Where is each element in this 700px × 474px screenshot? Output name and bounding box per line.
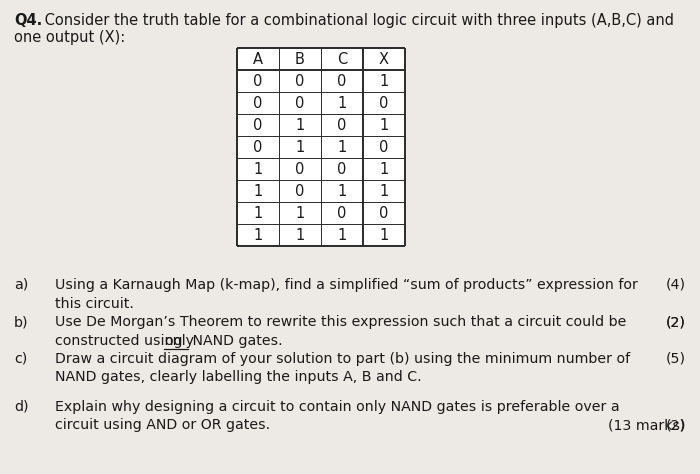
Text: Consider the truth table for a combinational logic circuit with three inputs (A,: Consider the truth table for a combinati… xyxy=(40,13,674,28)
Text: a): a) xyxy=(14,278,28,292)
Text: B: B xyxy=(295,52,305,66)
Text: b): b) xyxy=(14,315,29,329)
Text: 1: 1 xyxy=(253,206,262,220)
Text: 1: 1 xyxy=(337,183,346,199)
Text: 0: 0 xyxy=(295,183,304,199)
Text: 1: 1 xyxy=(379,73,389,89)
Text: 0: 0 xyxy=(295,73,304,89)
Text: circuit using AND or OR gates.: circuit using AND or OR gates. xyxy=(55,419,270,432)
Text: 0: 0 xyxy=(337,206,346,220)
Text: 1: 1 xyxy=(379,118,389,133)
Text: Using a Karnaugh Map (k-map), find a simplified “sum of products” expression for: Using a Karnaugh Map (k-map), find a sim… xyxy=(55,278,638,292)
Text: 0: 0 xyxy=(337,162,346,176)
Text: 0: 0 xyxy=(379,139,389,155)
Text: (2): (2) xyxy=(666,419,686,432)
Text: c): c) xyxy=(14,352,27,366)
Text: 0: 0 xyxy=(253,118,262,133)
Text: 1: 1 xyxy=(379,228,389,243)
Text: only: only xyxy=(164,334,194,347)
Bar xyxy=(237,48,405,246)
Text: 0: 0 xyxy=(379,95,389,110)
Text: X: X xyxy=(379,52,389,66)
Text: 1: 1 xyxy=(295,228,304,243)
Text: 1: 1 xyxy=(295,139,304,155)
Text: 1: 1 xyxy=(337,228,346,243)
Text: d): d) xyxy=(14,400,29,414)
Text: 0: 0 xyxy=(337,118,346,133)
Text: 0: 0 xyxy=(379,206,389,220)
Text: 1: 1 xyxy=(379,162,389,176)
Text: 0: 0 xyxy=(253,95,262,110)
Text: 1: 1 xyxy=(295,206,304,220)
Text: 1: 1 xyxy=(379,183,389,199)
Text: one output (X):: one output (X): xyxy=(14,30,125,45)
Text: (4): (4) xyxy=(666,278,686,292)
Text: 0: 0 xyxy=(337,73,346,89)
Text: C: C xyxy=(337,52,347,66)
Text: 1: 1 xyxy=(253,228,262,243)
Text: NAND gates.: NAND gates. xyxy=(188,334,283,347)
Text: 1: 1 xyxy=(337,139,346,155)
Text: 1: 1 xyxy=(253,162,262,176)
Text: 1: 1 xyxy=(295,118,304,133)
Text: (5): (5) xyxy=(666,352,686,366)
Text: Q4.: Q4. xyxy=(14,13,42,28)
Text: A: A xyxy=(253,52,263,66)
Text: 0: 0 xyxy=(295,95,304,110)
Text: 0: 0 xyxy=(253,139,262,155)
Text: 0: 0 xyxy=(253,73,262,89)
Text: constructed using: constructed using xyxy=(55,334,187,347)
Text: 0: 0 xyxy=(295,162,304,176)
Text: this circuit.: this circuit. xyxy=(55,297,134,310)
Text: (13 marks): (13 marks) xyxy=(608,419,686,432)
Text: (2): (2) xyxy=(666,315,686,329)
Text: (2): (2) xyxy=(666,315,686,329)
Text: 1: 1 xyxy=(253,183,262,199)
Text: 1: 1 xyxy=(337,95,346,110)
Text: Explain why designing a circuit to contain only NAND gates is preferable over a: Explain why designing a circuit to conta… xyxy=(55,400,620,414)
Text: Use De Morgan’s Theorem to rewrite this expression such that a circuit could be: Use De Morgan’s Theorem to rewrite this … xyxy=(55,315,626,329)
Text: NAND gates, clearly labelling the inputs A, B and C.: NAND gates, clearly labelling the inputs… xyxy=(55,371,421,384)
Text: Draw a circuit diagram of your solution to part (b) using the minimum number of: Draw a circuit diagram of your solution … xyxy=(55,352,630,366)
